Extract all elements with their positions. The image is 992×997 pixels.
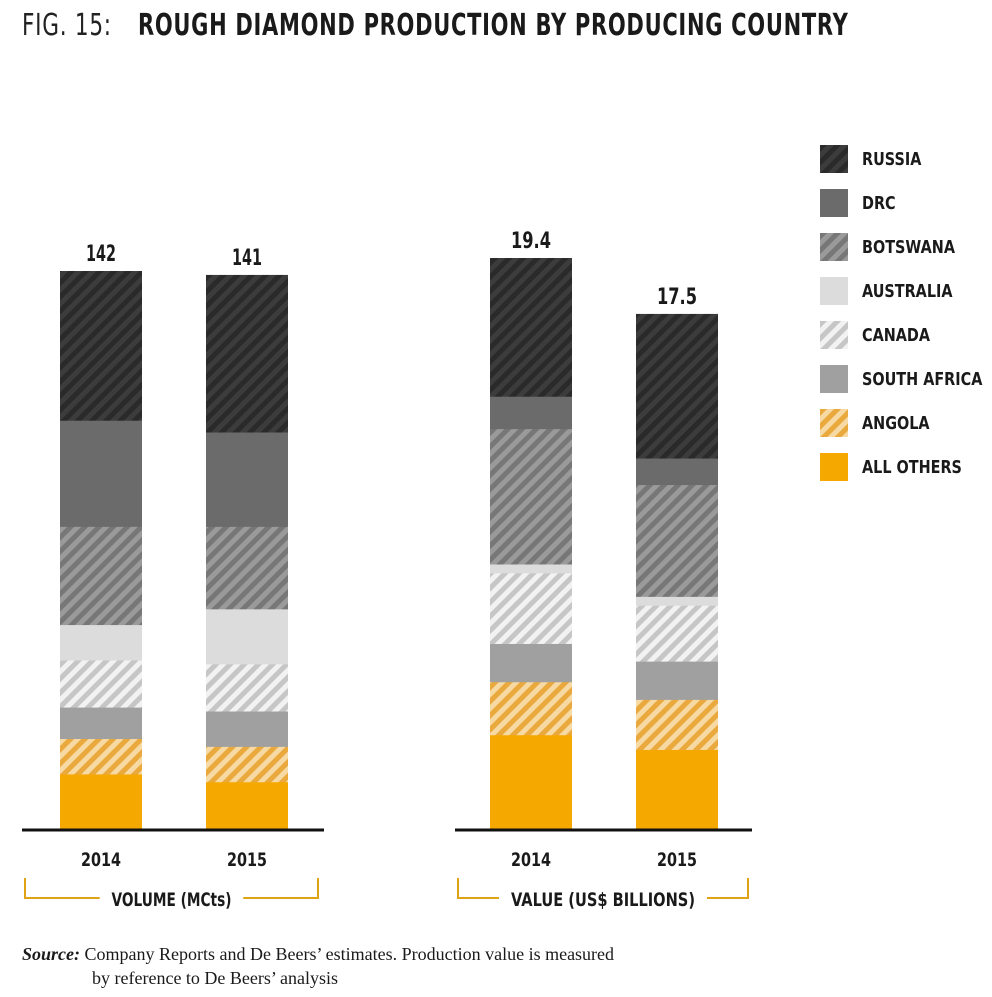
- group-bracket-value: [457, 878, 749, 899]
- category-label-volume-2015: 2015: [227, 849, 267, 871]
- bar-segment-volume-2015-angola: [206, 746, 288, 783]
- bar-segment-value-2015-canada: [636, 605, 718, 662]
- source-note: Source: Company Reports and De Beers’ es…: [22, 942, 822, 990]
- bar-segment-value-2014-australia: [490, 564, 572, 574]
- bar-segment-volume-2014-canada: [60, 660, 142, 708]
- bar-segment-value-2015-all-others: [636, 749, 718, 830]
- bar-segment-value-2015-angola: [636, 699, 718, 750]
- group-label-value: VALUE (US$ BILLIONS): [511, 889, 695, 911]
- legend-item-all-others: ALL OTHERS: [820, 453, 987, 481]
- legend-item-canada: CANADA: [820, 321, 947, 349]
- source-text-2: by reference to De Beers’ analysis: [92, 968, 339, 988]
- figure-label: FIG. 15:: [22, 8, 112, 43]
- bar-segment-volume-2014-all-others: [60, 773, 142, 830]
- source-line-1: Source: Company Reports and De Beers’ es…: [22, 942, 822, 966]
- bar-segment-volume-2014-botswana: [60, 526, 142, 626]
- plot-layer: 142 2014 141 2015 VOLUME (MCts) 19.4 2014 17.5 2…: [22, 229, 752, 911]
- legend-label-south-africa: SOUTH AFRICA: [862, 368, 983, 390]
- bar-segment-value-2014-drc: [490, 396, 572, 430]
- bar-segment-value-2014-angola: [490, 681, 572, 736]
- legend-swatch-south-africa: [820, 365, 848, 393]
- source-text-1: Company Reports and De Beers’ estimates.…: [80, 944, 615, 964]
- legend-swatch-drc: [820, 189, 848, 217]
- bar-total-label-volume-2014: 142: [86, 242, 116, 267]
- bar-segment-value-2015-australia: [636, 596, 718, 606]
- legend-swatch-canada: [820, 321, 848, 349]
- figure-title: ROUGH DIAMOND PRODUCTION BY PRODUCING CO…: [138, 8, 849, 43]
- bar-total-label-value-2014: 19.4: [511, 229, 551, 254]
- bar-segment-volume-2015-australia: [206, 608, 288, 665]
- category-label-volume-2014: 2014: [81, 849, 121, 871]
- legend-swatch-australia: [820, 277, 848, 305]
- bar-total-label-volume-2015: 141: [232, 246, 262, 271]
- bar-segment-volume-2015-south-africa: [206, 711, 288, 747]
- group-bracket-volume: [24, 878, 319, 899]
- bar-segment-value-2014-all-others: [490, 734, 572, 830]
- source-label: Source:: [22, 944, 80, 964]
- bar-segment-value-2014-russia: [490, 258, 572, 397]
- legend-item-australia: AUSTRALIA: [820, 277, 975, 305]
- bar-segment-value-2015-botswana: [636, 484, 718, 597]
- bar-segment-value-2014-canada: [490, 572, 572, 644]
- legend-label-angola: ANGOLA: [862, 412, 930, 434]
- bar-segment-volume-2014-drc: [60, 420, 142, 527]
- legend-label-canada: CANADA: [862, 324, 931, 346]
- bar-segment-volume-2015-drc: [206, 432, 288, 527]
- group-label-volume: VOLUME (MCts): [112, 889, 232, 911]
- bar-total-label-value-2015: 17.5: [657, 285, 697, 310]
- legend-label-australia: AUSTRALIA: [862, 280, 953, 302]
- legend-swatch-botswana: [820, 233, 848, 261]
- bar-segment-volume-2015-botswana: [206, 526, 288, 610]
- bar-segment-volume-2015-all-others: [206, 781, 288, 830]
- legend-swatch-russia: [820, 145, 848, 173]
- bar-segment-volume-2014-angola: [60, 738, 142, 775]
- bar-segment-value-2014-south-africa: [490, 643, 572, 683]
- category-label-value-2015: 2015: [657, 849, 697, 871]
- legend-swatch-all-others: [820, 453, 848, 481]
- bar-segment-volume-2014-south-africa: [60, 707, 142, 740]
- bar-segment-volume-2014-australia: [60, 624, 142, 661]
- legend-label-drc: DRC: [862, 192, 896, 214]
- category-label-value-2014: 2014: [511, 849, 551, 871]
- bar-segment-volume-2014-russia: [60, 271, 142, 421]
- legend-swatch-angola: [820, 409, 848, 437]
- bar-segment-volume-2015-canada: [206, 663, 288, 712]
- legend-label-russia: RUSSIA: [862, 148, 922, 170]
- bar-segment-value-2014-botswana: [490, 428, 572, 565]
- legend-label-all-others: ALL OTHERS: [862, 456, 962, 478]
- legend-item-south-africa: SOUTH AFRICA: [820, 365, 992, 393]
- legend-label-botswana: BOTSWANA: [862, 236, 955, 258]
- legend-item-drc: DRC: [820, 189, 904, 217]
- bar-segment-value-2015-russia: [636, 313, 718, 459]
- figure-title-row: FIG. 15: ROUGH DIAMOND PRODUCTION BY PRO…: [22, 8, 992, 52]
- legend-item-angola: ANGOLA: [820, 409, 946, 437]
- legend-item-botswana: BOTSWANA: [820, 233, 978, 261]
- bar-segment-value-2015-drc: [636, 458, 718, 486]
- bar-segment-volume-2015-russia: [206, 274, 288, 433]
- bar-segment-value-2015-south-africa: [636, 661, 718, 700]
- legend-item-russia: RUSSIA: [820, 145, 936, 173]
